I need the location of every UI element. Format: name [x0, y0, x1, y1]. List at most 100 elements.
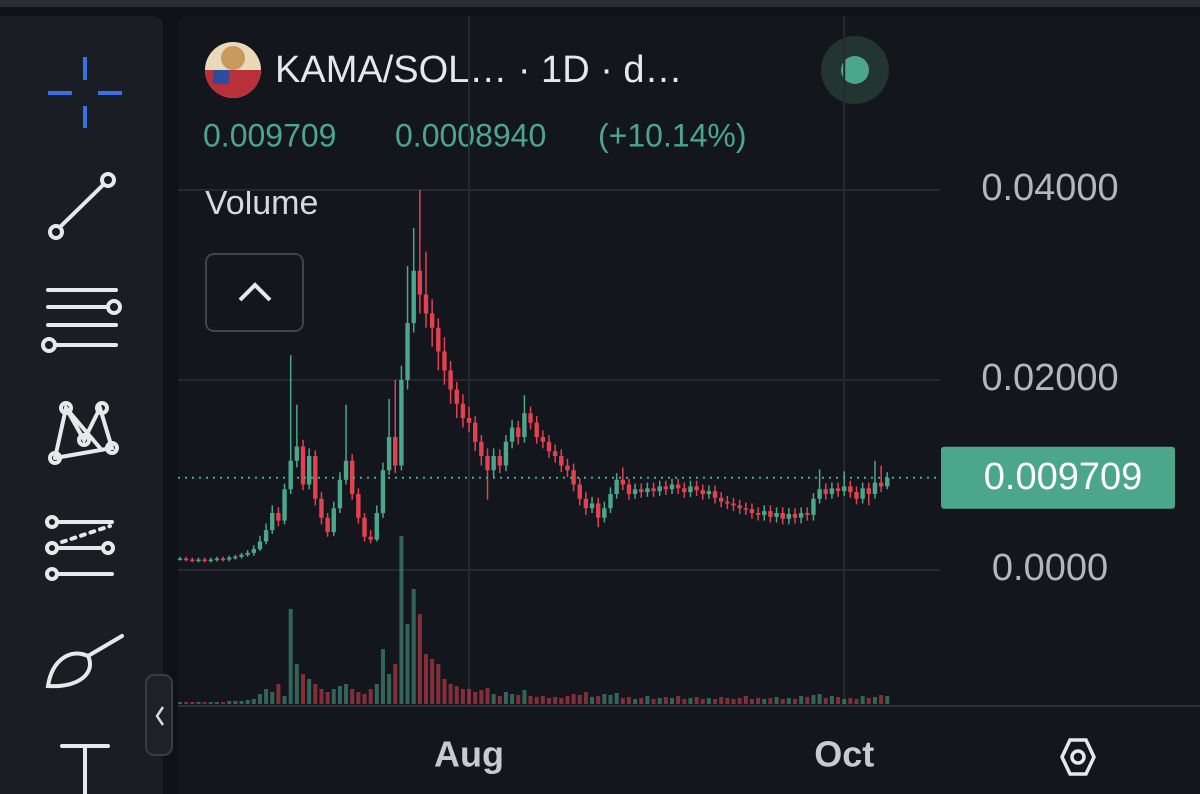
volume-bar — [688, 698, 693, 704]
candle-body — [719, 497, 724, 502]
candle-body — [780, 513, 785, 519]
candle-body — [657, 486, 662, 492]
candle-body — [294, 446, 300, 461]
chart-panel — [178, 16, 1200, 794]
candle-body — [577, 484, 582, 499]
volume-bar — [448, 684, 453, 704]
candle-body — [436, 327, 441, 352]
candle-body — [239, 554, 244, 557]
candle-body — [694, 486, 699, 491]
last-close: 0.009709 — [203, 117, 336, 153]
candle-body — [183, 558, 189, 561]
volume-bar — [768, 698, 773, 704]
candle-body — [479, 441, 484, 456]
candle-body — [196, 559, 201, 562]
collapse-legend-button[interactable] — [205, 253, 304, 332]
volume-bar — [411, 589, 416, 704]
text-tool[interactable] — [60, 744, 110, 794]
volume-bar — [479, 690, 484, 704]
candle-body — [626, 484, 632, 494]
candle-body — [374, 513, 379, 540]
candle-body — [546, 441, 552, 452]
volume-bar — [780, 699, 785, 704]
volume-bar — [380, 649, 385, 704]
candle-body — [749, 509, 755, 513]
volume-bar — [497, 696, 502, 704]
candle-body — [516, 427, 521, 437]
y-tick-label: 0.02000 — [981, 357, 1118, 399]
volume-bar — [485, 688, 490, 704]
volume-bar — [565, 696, 570, 704]
candle-body — [282, 489, 287, 521]
candle-body — [485, 456, 490, 471]
candle-body — [405, 323, 410, 380]
candle-body — [503, 441, 509, 466]
candle-body — [208, 559, 213, 562]
candle-body — [251, 549, 256, 553]
volume-bar — [454, 686, 459, 704]
volume-bar — [774, 697, 779, 704]
volume-bar — [516, 695, 521, 704]
volume-bar — [178, 702, 182, 704]
candle-body — [798, 513, 804, 518]
candle-body — [755, 513, 761, 515]
volume-bar — [467, 689, 472, 704]
volume-bar — [196, 702, 201, 704]
candle-body — [731, 503, 736, 506]
candle-body — [688, 486, 693, 493]
candle-body — [743, 508, 748, 510]
volume-bar — [719, 697, 724, 704]
collapse-toolbar[interactable] — [145, 674, 173, 756]
candle-body — [860, 488, 865, 499]
volume-bar — [522, 690, 527, 704]
candle-body — [411, 270, 416, 323]
candle-body — [762, 511, 767, 515]
volume-bar — [547, 698, 551, 704]
volume-bar — [614, 693, 619, 704]
volume-bar — [762, 699, 767, 704]
volume-bar — [848, 698, 853, 704]
candle-body — [300, 446, 306, 485]
brush-tool[interactable] — [45, 634, 124, 689]
volume-bar — [399, 536, 404, 704]
toolbar — [0, 16, 163, 794]
volume-bar — [208, 702, 213, 704]
projection-tool[interactable] — [45, 515, 115, 581]
crosshair-tool[interactable] — [48, 57, 122, 128]
grid — [178, 16, 940, 706]
candle-body — [823, 489, 828, 494]
candle-body — [829, 488, 835, 494]
candle-body — [528, 413, 533, 423]
chart-settings[interactable] — [1060, 738, 1096, 776]
candle-body — [276, 513, 281, 521]
candle-body — [774, 513, 779, 517]
candle-body — [792, 513, 798, 518]
volume-bar — [362, 694, 367, 704]
candle-body — [682, 488, 687, 493]
candle-body — [417, 270, 423, 295]
candle-body — [270, 513, 275, 531]
candle-body — [263, 530, 269, 542]
volume-bar — [700, 699, 705, 704]
volume-bar — [670, 698, 674, 704]
pattern-tool[interactable] — [48, 401, 119, 465]
volume-bar — [442, 679, 447, 704]
candle-body — [319, 498, 324, 518]
candle-body — [227, 557, 232, 560]
volume-bar — [663, 697, 668, 704]
volume-bar — [319, 689, 324, 704]
candle-body — [343, 460, 349, 480]
candle-body — [325, 517, 330, 532]
volume-bar — [577, 695, 582, 704]
volume-bar — [301, 674, 305, 704]
fib-tool[interactable] — [41, 288, 122, 353]
candle-body — [768, 511, 773, 517]
trend-line-tool[interactable] — [48, 172, 116, 240]
volume-bar — [257, 694, 262, 704]
candle-body — [233, 556, 238, 559]
volume-bar — [829, 696, 834, 704]
candle-body — [386, 437, 392, 471]
symbol-title[interactable]: KAMA/SOL… · 1D · d… — [275, 49, 683, 91]
candle-body — [288, 460, 293, 490]
